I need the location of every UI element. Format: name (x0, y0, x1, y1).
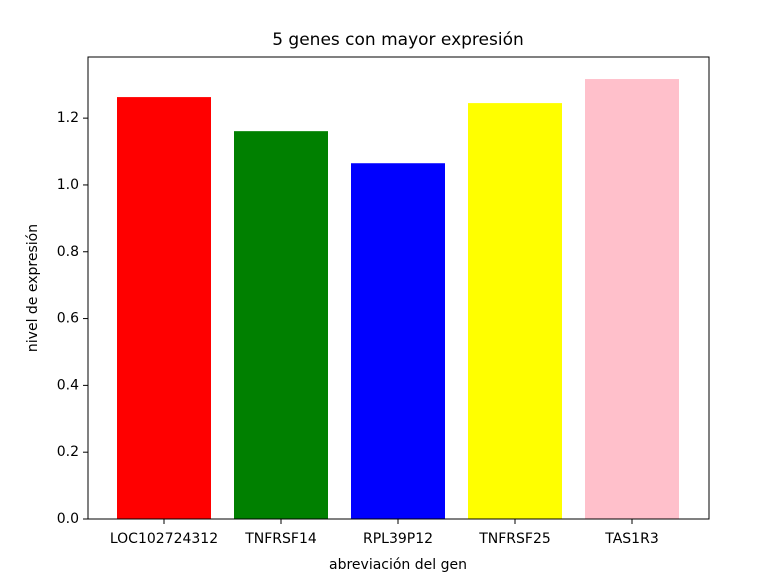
y-tick-label: 1.0 (57, 177, 79, 193)
y-tick-label: 1.2 (57, 110, 79, 126)
bar (117, 97, 211, 520)
x-tick-label: LOC102724312 (110, 531, 218, 547)
chart-title: 5 genes con mayor expresión (272, 30, 524, 50)
y-tick-label: 0.8 (57, 244, 79, 260)
x-tick-label: TAS1R3 (604, 531, 658, 547)
y-tick-label: 0.4 (57, 377, 79, 393)
bar (585, 79, 679, 519)
bar (234, 131, 328, 519)
y-tick-label: 0.6 (57, 311, 79, 327)
x-axis-label: abreviación del gen (329, 557, 467, 573)
x-tick-label: TNFRSF25 (478, 531, 551, 547)
x-tick-label: TNFRSF14 (244, 531, 317, 547)
x-tick-label: RPL39P12 (363, 531, 433, 547)
y-tick-label: 0.2 (57, 444, 79, 460)
y-axis-label: nivel de expresión (25, 224, 41, 352)
plot-frame (87, 56, 710, 520)
bar (468, 103, 562, 519)
bar (351, 163, 445, 520)
y-tick-label: 0.0 (57, 511, 79, 527)
